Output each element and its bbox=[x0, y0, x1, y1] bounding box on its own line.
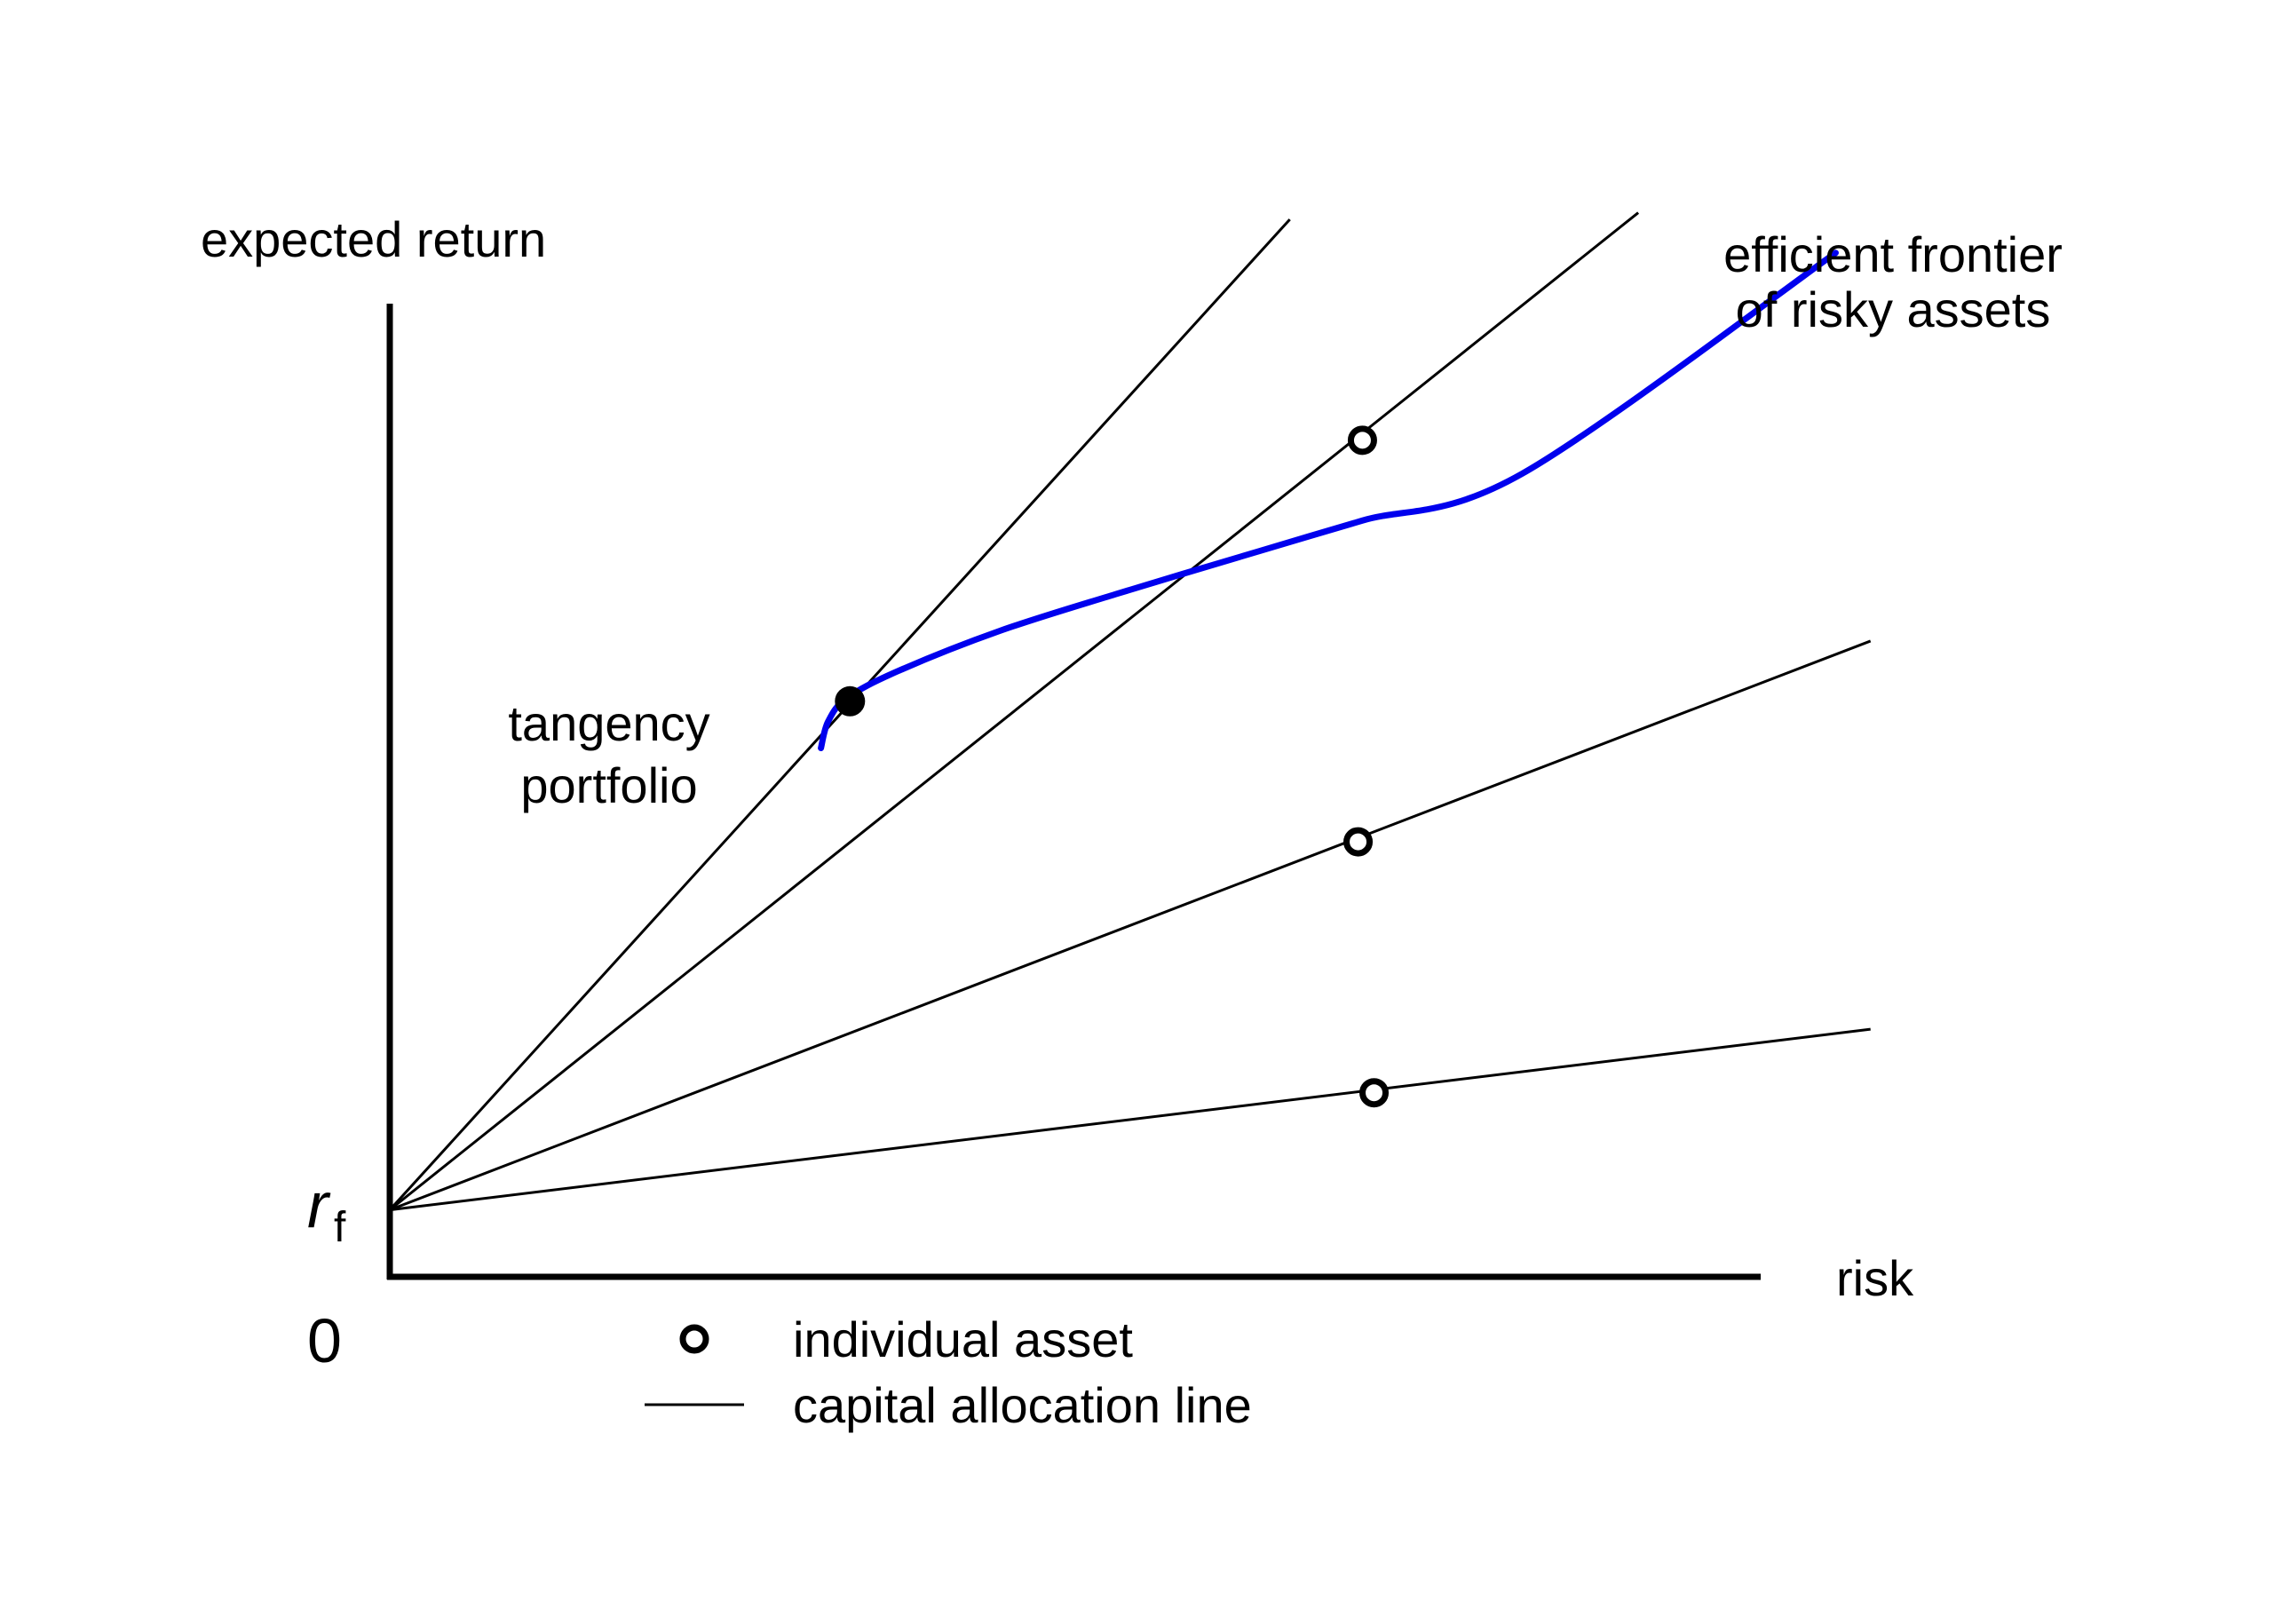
legend-asset-label: individual asset bbox=[793, 1311, 1133, 1367]
rf-label: r bbox=[307, 1170, 331, 1241]
capital-allocation-line-4 bbox=[389, 1027, 1871, 1212]
tangency-portfolio-marker bbox=[835, 685, 866, 717]
y-axis-label: expected return bbox=[201, 211, 546, 267]
capital-allocation-lines bbox=[388, 211, 1872, 1212]
tangency-label-line2: portfolio bbox=[520, 757, 697, 813]
capital-allocation-line-1 bbox=[388, 218, 1291, 1211]
rf-subscript: f bbox=[334, 1204, 346, 1251]
legend-line-label: capital allocation line bbox=[793, 1377, 1252, 1433]
legend-asset-marker bbox=[679, 1324, 709, 1354]
capital-allocation-line-3 bbox=[389, 639, 1872, 1212]
tangency-label-line1: tangency bbox=[508, 695, 709, 751]
individual-asset-marker-1 bbox=[1347, 425, 1377, 456]
frontier-annotation-line2: of risky assets bbox=[1736, 281, 2051, 337]
origin-label: 0 bbox=[307, 1306, 342, 1375]
efficient-frontier-curve bbox=[818, 250, 1839, 752]
individual-assets bbox=[1343, 425, 1390, 1108]
x-axis-label: risk bbox=[1836, 1250, 1914, 1306]
individual-asset-marker-2 bbox=[1343, 827, 1374, 857]
individual-asset-marker-3 bbox=[1359, 1078, 1390, 1108]
frontier-annotation-line1: efficient frontier bbox=[1723, 226, 2063, 282]
capital-allocation-line-2 bbox=[389, 211, 1640, 1211]
legend: individual asset capital allocation line bbox=[645, 1311, 1252, 1433]
